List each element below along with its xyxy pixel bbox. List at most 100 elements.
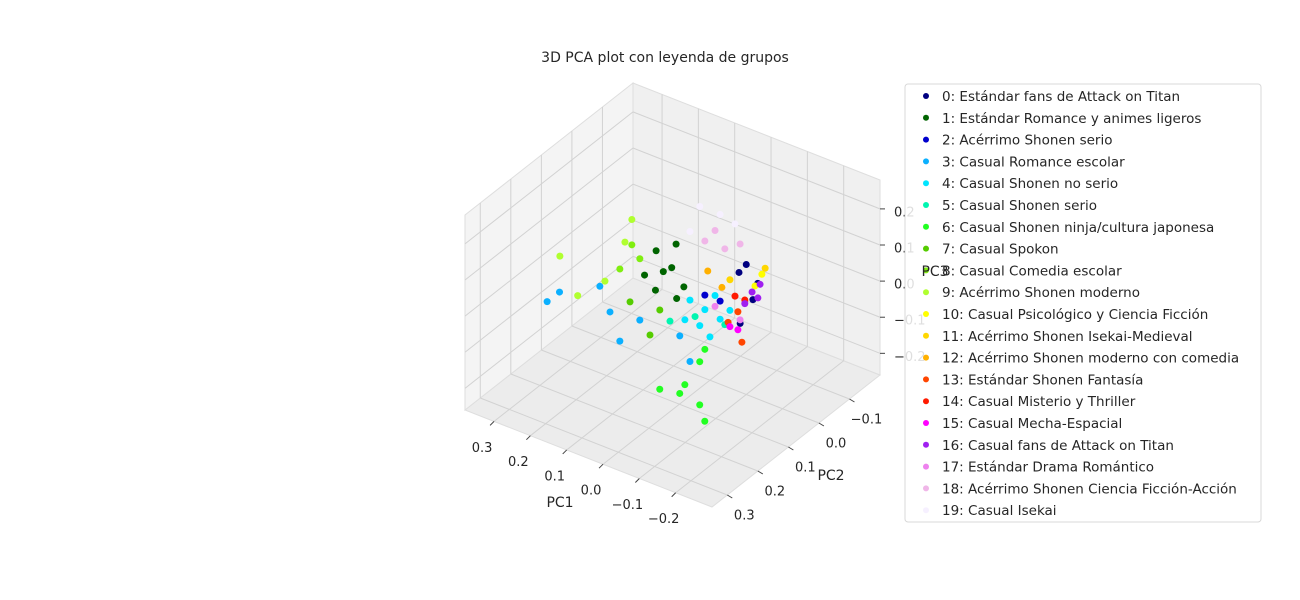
point: [701, 291, 709, 299]
legend-label: 16: Casual fans de Attack on Titan: [942, 438, 1174, 454]
legend-marker: [923, 485, 929, 492]
point: [680, 283, 688, 291]
point: [681, 316, 689, 324]
grid-line: [571, 325, 820, 424]
legend-label: 17: Estándar Drama Romántico: [942, 460, 1154, 476]
point: [741, 300, 749, 308]
point: [726, 276, 734, 284]
point: [676, 389, 684, 397]
grid-line: [632, 147, 881, 246]
tick-mark: [598, 463, 604, 469]
grid-line: [632, 219, 881, 318]
point: [543, 298, 551, 306]
grid-line: [632, 255, 881, 354]
legend-marker: [923, 354, 929, 361]
point: [701, 345, 709, 353]
point: [736, 240, 744, 248]
point: [651, 286, 659, 294]
grid-line: [632, 183, 881, 282]
x-tick-label: 0.0: [581, 484, 602, 499]
point: [734, 308, 742, 316]
point: [711, 292, 719, 300]
x-axis-label: PC1: [546, 495, 573, 511]
grid-line: [464, 219, 634, 353]
legend-label: 1: Estándar Romance y animes ligeros: [942, 111, 1201, 127]
point: [656, 385, 664, 393]
point: [616, 337, 624, 345]
grid-line: [493, 289, 663, 422]
y-axis-label: PC2: [817, 468, 844, 484]
tick-mark: [634, 478, 640, 483]
y-tick-label: 0.3: [734, 509, 755, 524]
point: [636, 255, 644, 263]
legend-marker: [923, 289, 929, 296]
point: [659, 268, 667, 276]
point: [676, 332, 684, 340]
grid-line: [530, 303, 699, 437]
point: [718, 283, 726, 291]
point: [756, 280, 764, 288]
point: [758, 270, 766, 278]
point: [716, 210, 724, 218]
legend-label: 3: Casual Romance escolar: [942, 154, 1125, 170]
grid-line: [464, 183, 634, 317]
point: [721, 245, 729, 253]
point: [668, 264, 676, 272]
point: [736, 316, 744, 324]
tick-mark: [818, 422, 825, 427]
point: [686, 296, 694, 304]
legend-marker: [923, 376, 929, 383]
legend-marker: [923, 180, 929, 187]
grid-line: [541, 349, 789, 448]
point: [716, 315, 724, 323]
point: [711, 302, 719, 310]
legend-label: 6: Casual Shonen ninja/cultura japonesa: [942, 220, 1214, 236]
point: [646, 331, 654, 339]
point: [574, 292, 582, 300]
point: [616, 265, 624, 273]
legend-label: 2: Acérrimo Shonen serio: [942, 133, 1112, 149]
legend-marker: [923, 93, 929, 99]
legend-label: 10: Casual Psicológico y Ciencia Ficción: [942, 307, 1208, 323]
legend-marker: [923, 507, 929, 514]
point: [666, 317, 674, 325]
point: [696, 322, 704, 330]
tick-mark: [757, 470, 764, 475]
point: [735, 268, 743, 276]
legend-label: 11: Acérrimo Shonen Isekai-Medieval: [942, 329, 1193, 345]
point: [726, 306, 734, 314]
point: [628, 241, 636, 249]
point: [696, 401, 704, 409]
point: [711, 227, 719, 235]
point: [556, 252, 564, 260]
legend-marker: [923, 245, 929, 252]
legend-marker: [923, 158, 929, 165]
legend-box: [904, 83, 1262, 523]
point: [748, 288, 756, 296]
legend-marker: [923, 332, 929, 339]
legend-label: 0: Estándar fans de Attack on Titan: [942, 89, 1180, 105]
grid-line: [632, 111, 881, 210]
grid: [464, 94, 881, 496]
point: [691, 313, 699, 321]
legend-label: 7: Casual Spokon: [942, 242, 1059, 258]
point: [761, 264, 769, 272]
grid-line: [480, 397, 728, 496]
tick-mark: [788, 446, 794, 451]
point: [596, 282, 604, 290]
x-tick-label: 0.1: [544, 469, 565, 484]
point: [726, 323, 734, 331]
y-tick-label: −0.1: [851, 413, 883, 428]
legend-label: 8: Casual Comedia escolar: [942, 263, 1122, 279]
point: [696, 358, 704, 366]
legend-marker: [923, 202, 929, 208]
point: [738, 338, 746, 346]
point: [686, 358, 694, 366]
legend-marker: [923, 441, 929, 448]
legend-marker: [923, 398, 929, 405]
point: [628, 216, 636, 224]
grid-line: [510, 373, 759, 472]
grid-line: [566, 317, 736, 451]
x-tick-label: 0.2: [508, 455, 529, 470]
